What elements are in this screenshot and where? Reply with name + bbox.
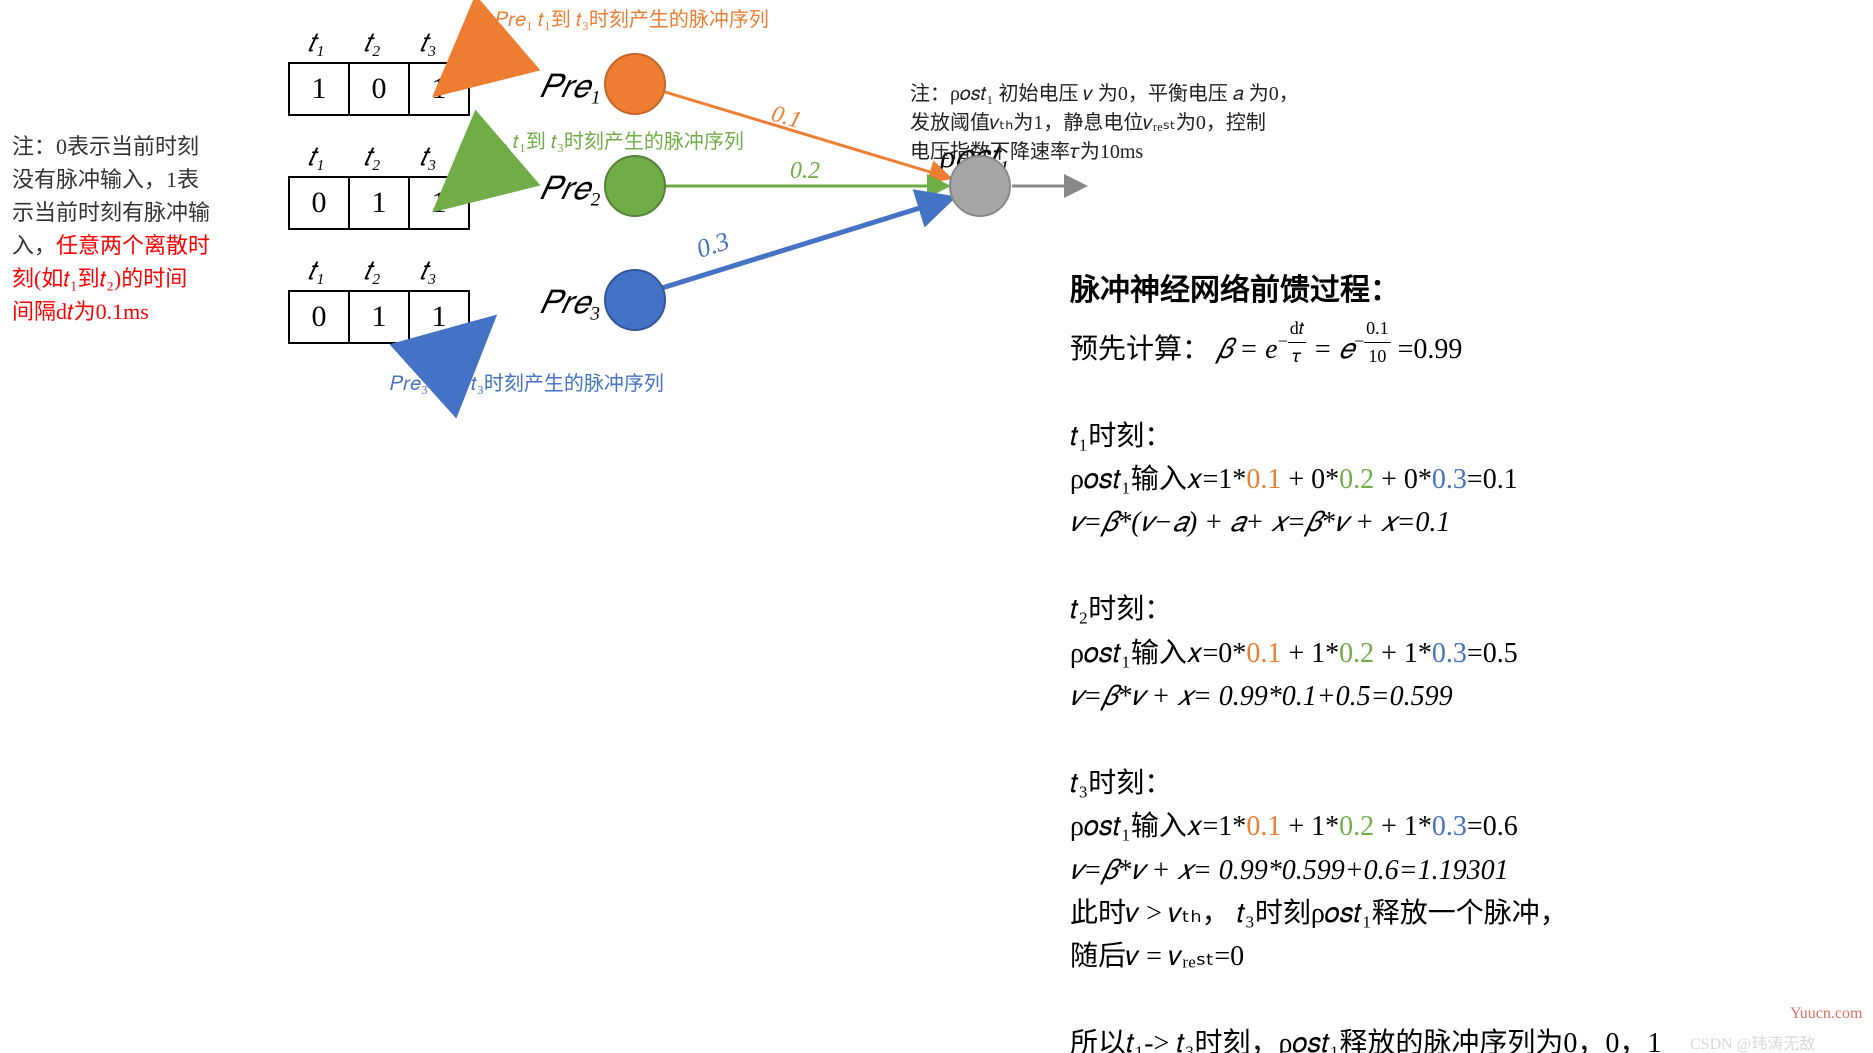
anno-arrow-pre1 xyxy=(470,35,505,65)
w: 0.1 xyxy=(1246,464,1281,495)
frac-top: 0.1 xyxy=(1364,315,1391,344)
diagram-stage: 注：0表示当前时刻 没有脉冲输入，1表 示当前时刻有脉冲输 入，任意两个离散时 … xyxy=(0,0,1873,1053)
txt: + 1* xyxy=(1281,638,1339,669)
w: 0.1 xyxy=(1246,638,1281,669)
txt: + 1* xyxy=(1374,638,1432,669)
txt: =0.1 xyxy=(1467,464,1518,495)
watermark-yuucn: Yuucn.com xyxy=(1790,1005,1862,1023)
frac-bot: 𝜏 xyxy=(1288,343,1306,371)
neuron-pre1 xyxy=(605,54,665,114)
calc-t2-x: ρ𝑜𝑠𝑡₁输入𝑥=0*0.1 + 1*0.2 + 1*0.3=0.5 xyxy=(1070,632,1870,675)
calc-beta: 预先计算： 𝛽 = e−d𝑡𝜏 = 𝑒−0.110 =0.99 xyxy=(1070,315,1870,372)
txt: ρ𝑜𝑠𝑡₁输入𝑥=0* xyxy=(1070,638,1246,669)
txt: 预先计算： xyxy=(1070,333,1210,364)
calc-t1-x: ρ𝑜𝑠𝑡₁输入𝑥=1*0.1 + 0*0.2 + 0*0.3=0.1 xyxy=(1070,458,1870,501)
weight-label-3: 0.3 xyxy=(693,226,733,264)
w: 0.3 xyxy=(1432,638,1467,669)
txt: =0.99 xyxy=(1391,333,1463,364)
w: 0.2 xyxy=(1339,811,1374,842)
frac-bot: 10 xyxy=(1364,343,1391,371)
w: 0.3 xyxy=(1432,811,1467,842)
anno-arrow-pre3 xyxy=(430,348,460,375)
txt: =0.6 xyxy=(1467,811,1518,842)
txt: + 0* xyxy=(1281,464,1339,495)
calc-t3-h: 𝑡₃时刻： xyxy=(1070,762,1870,805)
txt: ρ𝑜𝑠𝑡₁输入𝑥=1* xyxy=(1070,811,1246,842)
weight-label-1: 0.1 xyxy=(768,101,804,134)
calc-t2-h: 𝑡₂时刻： xyxy=(1070,588,1870,631)
calc-t3-v: 𝑣=𝛽*𝑣 + 𝑥= 0.99*0.599+0.6=1.19301 xyxy=(1070,849,1870,892)
calc-t2-v: 𝑣=𝛽*𝑣 + 𝑥= 0.99*0.1+0.5=0.599 xyxy=(1070,675,1870,718)
w: 0.1 xyxy=(1246,811,1281,842)
txt: 𝛽 = e xyxy=(1217,333,1278,364)
w: 0.3 xyxy=(1432,464,1467,495)
weight-label-2: 0.2 xyxy=(790,158,820,184)
neuron-pre3 xyxy=(605,270,665,330)
txt: + 0* xyxy=(1374,464,1432,495)
calc-t3-r2: 随后𝑣 = 𝑣ᵣₑₛₜ=0 xyxy=(1070,935,1870,978)
txt: =0.5 xyxy=(1467,638,1518,669)
w: 0.2 xyxy=(1339,464,1374,495)
calc-t1-h: 𝑡₁时刻： xyxy=(1070,415,1870,458)
txt: = 𝑒 xyxy=(1306,333,1354,364)
txt: ρ𝑜𝑠𝑡₁输入𝑥=1* xyxy=(1070,464,1246,495)
watermark-csdn: CSDN @玮涛无敌 xyxy=(1690,1030,1815,1053)
anno-arrow-pre2 xyxy=(470,150,505,180)
w: 0.2 xyxy=(1339,638,1374,669)
calc-t1-v: 𝑣=𝛽*(𝑣−𝑎) + 𝑎+ 𝑥=𝛽*𝑣 + 𝑥=0.1 xyxy=(1070,501,1870,544)
calc-title: 脉冲神经网络前馈过程： xyxy=(1070,268,1870,315)
frac-top: d𝑡 xyxy=(1288,315,1306,344)
calc-t3-x: ρ𝑜𝑠𝑡₁输入𝑥=1*0.1 + 1*0.2 + 1*0.3=0.6 xyxy=(1070,805,1870,848)
calc-t3-r1: 此时𝑣 > 𝑣ₜₕ， 𝑡₃时刻ρ𝑜𝑠𝑡₁释放一个脉冲， xyxy=(1070,892,1870,935)
txt: + 1* xyxy=(1374,811,1432,842)
neuron-pre2 xyxy=(605,156,665,216)
network-svg: 0.1 0.2 0.3 xyxy=(0,0,1200,420)
calc-block: 脉冲神经网络前馈过程： 预先计算： 𝛽 = e−d𝑡𝜏 = 𝑒−0.110 =0… xyxy=(1070,268,1870,1053)
txt: + 1* xyxy=(1281,811,1339,842)
neuron-post xyxy=(950,156,1010,216)
